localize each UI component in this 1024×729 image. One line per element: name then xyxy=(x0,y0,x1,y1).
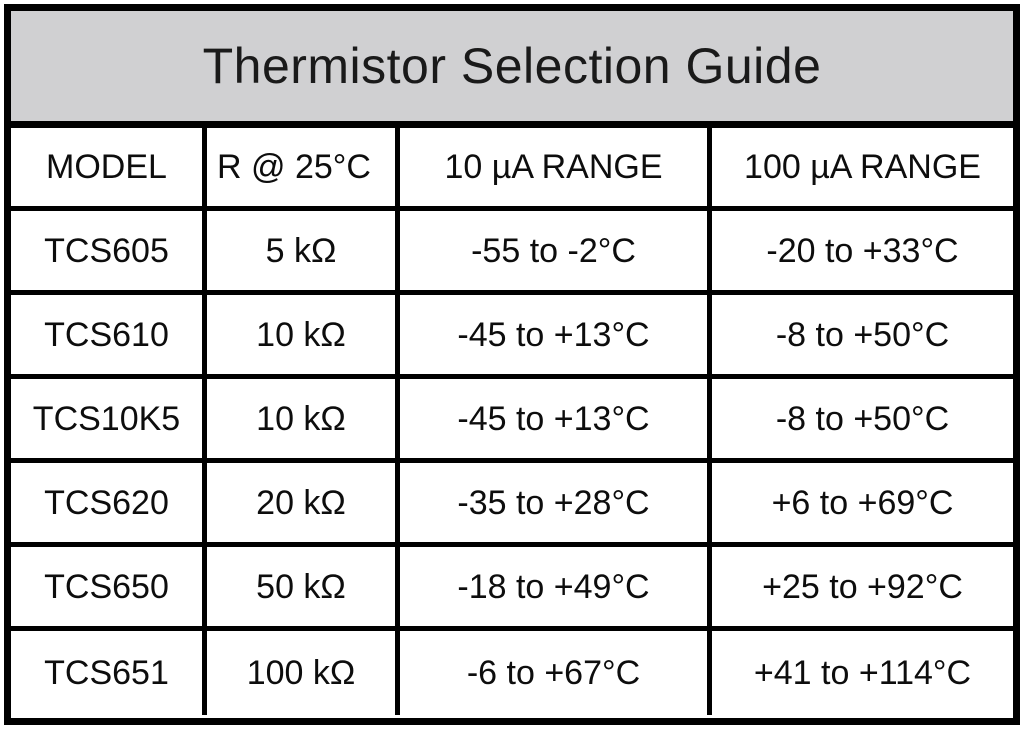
cell-resistance: 10 kΩ xyxy=(207,295,400,374)
cell-model-text: TCS605 xyxy=(44,231,169,270)
table-title-band: Thermistor Selection Guide xyxy=(11,11,1013,128)
table-row: TCS610 10 kΩ -45 to +13°C -8 to +50°C xyxy=(11,295,1013,379)
table-row: TCS650 50 kΩ -18 to +49°C +25 to +92°C xyxy=(11,547,1013,631)
cell-range-100ua: +25 to +92°C xyxy=(712,547,1013,626)
table-row: TCS651 100 kΩ -6 to +67°C +41 to +114°C xyxy=(11,631,1013,715)
column-header-range-10ua: 10 µA RANGE xyxy=(400,128,712,206)
cell-model-text: TCS620 xyxy=(44,483,169,522)
cell-range-100ua-text: -8 to +50°C xyxy=(775,315,950,354)
table-row: TCS605 5 kΩ -55 to -2°C -20 to +33°C xyxy=(11,211,1013,295)
cell-range-100ua: +6 to +69°C xyxy=(712,463,1013,542)
cell-range-100ua-text: -8 to +50°C xyxy=(775,399,950,438)
table-header-row: MODEL R @ 25°C 10 µA RANGE 100 µA RANGE xyxy=(11,128,1013,211)
cell-range-100ua-text: +41 to +114°C xyxy=(753,654,972,692)
page-title: Thermistor Selection Guide xyxy=(202,38,822,94)
cell-model: TCS620 xyxy=(11,463,207,542)
cell-range-10ua-text: -45 to +13°C xyxy=(457,315,650,354)
cell-range-10ua-text: -6 to +67°C xyxy=(466,654,641,692)
table-grid: MODEL R @ 25°C 10 µA RANGE 100 µA RANGE … xyxy=(11,128,1013,718)
cell-resistance: 5 kΩ xyxy=(207,211,400,290)
cell-model: TCS650 xyxy=(11,547,207,626)
column-header-range-100ua-label: 100 µA RANGE xyxy=(744,148,981,186)
cell-range-10ua: -18 to +49°C xyxy=(400,547,712,626)
cell-range-10ua: -55 to -2°C xyxy=(400,211,712,290)
cell-resistance-text: 100 kΩ xyxy=(246,654,356,692)
cell-model: TCS605 xyxy=(11,211,207,290)
cell-range-100ua-text: +25 to +92°C xyxy=(762,567,963,606)
cell-range-10ua-text: -18 to +49°C xyxy=(457,567,650,606)
cell-resistance: 10 kΩ xyxy=(207,379,400,458)
table-row: TCS620 20 kΩ -35 to +28°C +6 to +69°C xyxy=(11,463,1013,547)
column-header-resistance: R @ 25°C xyxy=(207,128,400,206)
cell-range-100ua-text: +6 to +69°C xyxy=(771,483,954,522)
cell-range-100ua-text: -20 to +33°C xyxy=(766,231,959,270)
cell-resistance-text: 10 kΩ xyxy=(256,399,346,438)
cell-range-100ua: +41 to +114°C xyxy=(712,631,1013,715)
column-header-range-100ua: 100 µA RANGE xyxy=(712,128,1013,206)
column-header-model-label: MODEL xyxy=(46,148,167,186)
cell-resistance: 50 kΩ xyxy=(207,547,400,626)
cell-range-10ua-text: -35 to +28°C xyxy=(457,483,650,522)
cell-range-100ua: -8 to +50°C xyxy=(712,295,1013,374)
column-header-model: MODEL xyxy=(11,128,207,206)
column-header-resistance-label: R @ 25°C xyxy=(217,148,371,186)
cell-model-text: TCS610 xyxy=(44,315,169,354)
cell-range-10ua-text: -55 to -2°C xyxy=(471,231,636,270)
cell-range-100ua: -8 to +50°C xyxy=(712,379,1013,458)
column-header-range-10ua-label: 10 µA RANGE xyxy=(444,148,663,186)
cell-range-10ua: -6 to +67°C xyxy=(400,631,712,715)
cell-model: TCS610 xyxy=(11,295,207,374)
cell-resistance-text: 10 kΩ xyxy=(256,315,346,354)
cell-range-10ua: -45 to +13°C xyxy=(400,295,712,374)
cell-resistance-text: 50 kΩ xyxy=(256,567,346,606)
cell-resistance: 20 kΩ xyxy=(207,463,400,542)
cell-model-text: TCS651 xyxy=(44,654,169,692)
cell-model-text: TCS10K5 xyxy=(32,399,181,438)
table-row: TCS10K5 10 kΩ -45 to +13°C -8 to +50°C xyxy=(11,379,1013,463)
cell-range-10ua: -45 to +13°C xyxy=(400,379,712,458)
cell-model: TCS10K5 xyxy=(11,379,207,458)
cell-resistance-text: 20 kΩ xyxy=(256,483,346,522)
cell-range-100ua: -20 to +33°C xyxy=(712,211,1013,290)
cell-model-text: TCS650 xyxy=(44,567,169,606)
cell-range-10ua-text: -45 to +13°C xyxy=(457,399,650,438)
cell-resistance-text: 5 kΩ xyxy=(265,231,337,270)
thermistor-selection-table: Thermistor Selection Guide MODEL R @ 25°… xyxy=(4,4,1020,725)
cell-range-10ua: -35 to +28°C xyxy=(400,463,712,542)
cell-model: TCS651 xyxy=(11,631,207,715)
cell-resistance: 100 kΩ xyxy=(207,631,400,715)
